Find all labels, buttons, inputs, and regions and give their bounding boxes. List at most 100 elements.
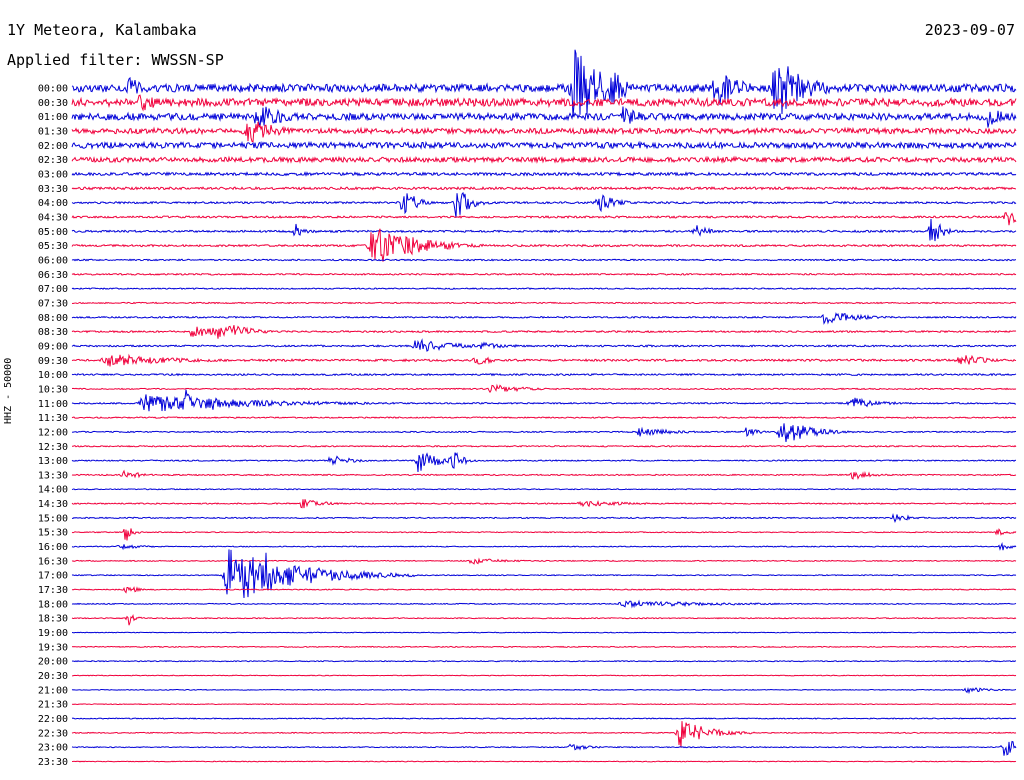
row-time-label: 10:30 xyxy=(38,384,68,395)
row-time-label: 03:00 xyxy=(38,169,68,180)
row-time-label: 11:00 xyxy=(38,399,68,410)
seismic-trace-row xyxy=(71,717,1017,720)
seismic-trace-row xyxy=(71,721,1017,748)
filter-label: Applied filter: WWSSN-SP xyxy=(7,51,224,69)
row-time-label: 22:00 xyxy=(38,714,68,725)
seismic-trace-row xyxy=(71,312,1017,325)
seismic-trace-row xyxy=(71,106,1017,128)
seismic-trace-row xyxy=(71,631,1017,634)
seismic-trace-row xyxy=(71,155,1017,164)
row-time-label: 02:00 xyxy=(38,141,68,152)
seismic-trace-row xyxy=(71,258,1017,262)
row-time-label: 01:30 xyxy=(38,126,68,137)
row-time-label: 04:00 xyxy=(38,198,68,209)
row-time-label: 13:00 xyxy=(38,456,68,467)
seismic-trace-row xyxy=(71,444,1017,448)
row-time-label: 00:30 xyxy=(38,98,68,109)
row-time-label: 05:00 xyxy=(38,227,68,238)
seismic-trace-row xyxy=(71,287,1017,290)
row-time-label: 21:00 xyxy=(38,685,68,696)
row-time-label: 14:00 xyxy=(38,485,68,496)
row-time-label: 19:00 xyxy=(38,628,68,639)
seismic-trace-row xyxy=(71,211,1017,226)
seismic-trace-row xyxy=(71,94,1017,112)
row-time-label: 09:00 xyxy=(38,341,68,352)
seismic-trace-row xyxy=(71,740,1017,756)
row-time-label: 21:30 xyxy=(38,700,68,711)
row-time-label: 19:30 xyxy=(38,642,68,653)
seismic-trace-row xyxy=(71,121,1017,143)
row-time-label: 15:30 xyxy=(38,528,68,539)
row-time-label: 20:00 xyxy=(38,657,68,668)
row-time-label: 17:30 xyxy=(38,585,68,596)
seismic-trace-row xyxy=(71,383,1017,394)
seismic-trace-row xyxy=(71,423,1017,443)
row-time-label: 12:30 xyxy=(38,442,68,453)
row-time-label: 06:00 xyxy=(38,255,68,266)
seismic-trace-row xyxy=(71,542,1017,551)
seismic-trace-row xyxy=(71,645,1017,648)
seismic-trace-row xyxy=(71,416,1017,419)
row-time-label: 18:30 xyxy=(38,614,68,625)
date-label: 2023-09-07 xyxy=(924,21,1015,39)
seismic-trace-row xyxy=(71,171,1017,177)
seismic-trace-row xyxy=(71,760,1017,763)
row-time-label: 12:00 xyxy=(38,427,68,438)
seismic-trace-row xyxy=(71,599,1017,609)
seismic-trace-row xyxy=(71,528,1017,541)
row-time-label: 17:00 xyxy=(38,571,68,582)
seismic-trace-row xyxy=(71,703,1017,706)
seismic-trace-row xyxy=(71,228,1017,262)
seismic-trace-row xyxy=(71,272,1017,276)
seismic-trace-row xyxy=(71,687,1017,695)
seismic-trace-row xyxy=(71,469,1017,480)
seismic-trace-row xyxy=(71,49,1017,117)
row-time-label: 22:30 xyxy=(38,728,68,739)
seismic-trace-row xyxy=(71,614,1017,626)
seismic-trace-row xyxy=(71,586,1017,594)
seismic-trace-row xyxy=(71,389,1017,412)
row-time-label: 02:30 xyxy=(38,155,68,166)
row-time-label: 05:30 xyxy=(38,241,68,252)
seismic-trace-row xyxy=(71,372,1017,377)
row-time-label: 20:30 xyxy=(38,671,68,682)
seismic-trace-row xyxy=(71,549,1017,598)
seismic-trace-row xyxy=(71,513,1017,523)
row-time-label: 00:00 xyxy=(38,84,68,95)
seismic-trace-row xyxy=(71,488,1017,491)
row-time-label: 01:00 xyxy=(38,112,68,123)
row-time-label: 08:00 xyxy=(38,313,68,324)
row-time-label: 23:30 xyxy=(38,757,68,768)
row-time-label: 07:00 xyxy=(38,284,68,295)
seismic-trace-row xyxy=(71,499,1017,509)
station-title: 1Y Meteora, Kalambaka xyxy=(7,21,197,39)
row-time-label: 08:30 xyxy=(38,327,68,338)
row-time-label: 04:30 xyxy=(38,212,68,223)
row-time-label: 14:30 xyxy=(38,499,68,510)
row-time-label: 23:00 xyxy=(38,743,68,754)
seismic-trace-row xyxy=(71,186,1017,191)
seismic-trace-row xyxy=(71,218,1017,242)
row-time-label: 10:00 xyxy=(38,370,68,381)
seismic-trace-row xyxy=(71,338,1017,352)
seismic-trace-row xyxy=(71,325,1017,339)
seismic-trace-row xyxy=(71,557,1017,565)
row-time-label: 16:30 xyxy=(38,556,68,567)
seismic-trace-row xyxy=(71,452,1017,472)
seismic-trace-row xyxy=(71,140,1017,151)
seismic-trace-row xyxy=(71,191,1017,218)
row-time-label: 13:30 xyxy=(38,470,68,481)
row-time-label: 06:30 xyxy=(38,270,68,281)
row-time-label: 16:00 xyxy=(38,542,68,553)
row-time-label: 03:30 xyxy=(38,184,68,195)
seismic-trace-row xyxy=(71,301,1017,305)
seismic-trace-row xyxy=(71,674,1017,677)
seismic-trace-row xyxy=(71,660,1017,663)
row-time-label: 15:00 xyxy=(38,513,68,524)
row-time-label: 09:30 xyxy=(38,356,68,367)
row-time-label: 07:30 xyxy=(38,298,68,309)
row-time-label: 18:00 xyxy=(38,599,68,610)
seismic-trace-row xyxy=(71,353,1017,367)
